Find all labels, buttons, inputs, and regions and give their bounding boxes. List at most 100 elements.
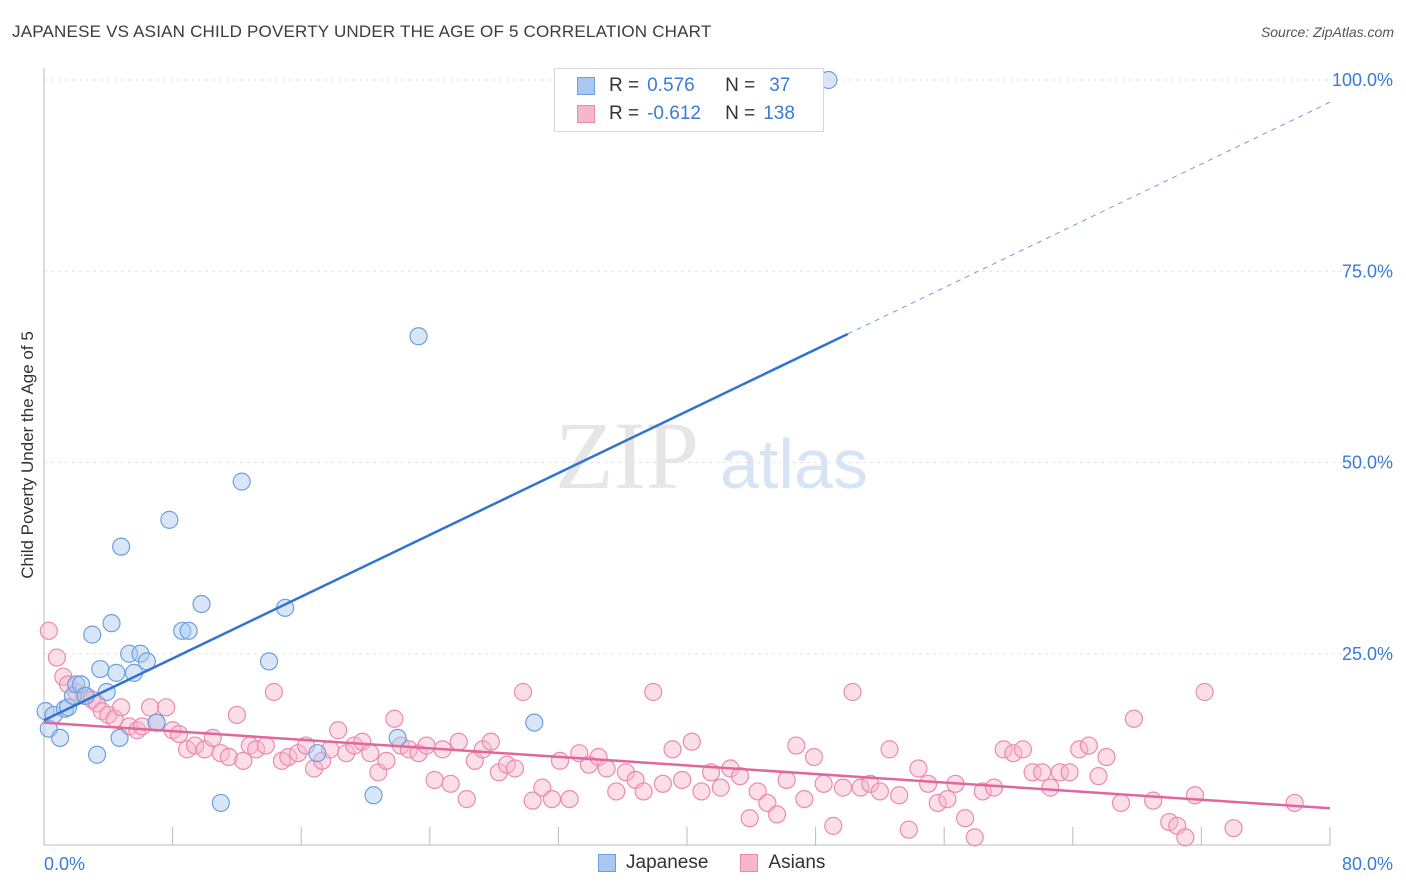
asians-point <box>692 782 711 801</box>
asians-point <box>481 732 500 751</box>
asians-point <box>1224 819 1243 838</box>
asians-point <box>851 778 870 797</box>
y-tick-label: 75.0% <box>1342 261 1393 281</box>
japanese-trend-line <box>43 332 849 722</box>
asians-point <box>523 791 542 810</box>
y-axis-title: Child Poverty Under the Age of 5 <box>18 331 37 579</box>
asians-point <box>795 789 814 809</box>
asians-point <box>938 789 957 809</box>
japanese-points <box>36 70 838 813</box>
bottom-legend-asians-label: Asians <box>768 852 826 873</box>
asians-point <box>169 724 189 744</box>
asians-point <box>965 828 984 847</box>
japanese-point <box>102 614 121 633</box>
asians-point <box>833 778 853 797</box>
asians-point <box>870 782 890 801</box>
asians-points <box>39 621 1304 847</box>
asians-point <box>417 736 436 755</box>
chart-title: JAPANESE VS ASIAN CHILD POVERTY UNDER TH… <box>12 22 712 41</box>
y-tick-labels: 25.0% 50.0% 75.0% 100.0% <box>1332 70 1393 664</box>
asians-point <box>1111 793 1131 813</box>
asians-point <box>425 770 444 790</box>
japanese-point <box>232 472 251 491</box>
asians-point <box>361 744 380 763</box>
asians-point <box>1079 736 1098 755</box>
asians-point <box>560 789 579 809</box>
asians-point <box>1124 709 1143 728</box>
asians-point <box>644 682 663 702</box>
japanese-point <box>87 745 107 764</box>
japanese-point <box>71 675 91 694</box>
asians-point <box>377 751 396 770</box>
legend-r-value-asians: -0.612 <box>647 103 701 124</box>
japanese-point <box>364 786 383 805</box>
asians-point <box>157 698 176 717</box>
asians-point <box>47 648 66 667</box>
asians-point <box>740 809 759 828</box>
asians-point <box>1070 740 1089 759</box>
asians-point <box>634 782 653 801</box>
japanese-point <box>91 659 110 679</box>
asians-point <box>1004 744 1023 763</box>
japanese-point <box>173 621 192 640</box>
grid-lines <box>44 79 1393 655</box>
asians-point <box>1089 767 1108 786</box>
asians-point <box>256 736 275 755</box>
asians-point <box>329 721 348 740</box>
legend-r-value-japanese: 0.576 <box>647 75 695 96</box>
asians-point <box>824 816 843 835</box>
legend-row-japanese: R = 0.576 N = 37 <box>577 73 790 99</box>
asians-point <box>730 767 750 786</box>
japanese-point <box>211 793 230 813</box>
asians-point <box>1060 763 1079 782</box>
x-tick-label-max: 80.0% <box>1342 854 1393 874</box>
watermark-zip: ZIP <box>555 402 699 509</box>
asians-point <box>385 709 404 728</box>
asians-point <box>247 740 266 759</box>
asians-point <box>449 732 468 751</box>
asians-point <box>909 759 928 778</box>
asians-point <box>814 774 833 793</box>
asians-point <box>457 789 476 809</box>
legend-r-label: R = <box>609 103 640 124</box>
japanese-point <box>112 537 131 556</box>
asians-point <box>264 682 283 702</box>
asians-point <box>616 763 636 782</box>
bottom-legend-japanese-label: Japanese <box>626 852 709 873</box>
legend-n-label: N = <box>725 103 756 124</box>
bottom-legend-asians: Asians <box>740 852 825 874</box>
asians-point <box>653 774 672 793</box>
legend-box: R = 0.576 N = 37 R = -0.612 N = 138 <box>554 68 824 132</box>
asians-point <box>861 774 880 793</box>
japanese-point <box>308 744 327 763</box>
asians-point <box>843 682 862 702</box>
bottom-legend: Japanese Asians <box>598 852 857 874</box>
legend-row-asians: R = -0.612 N = 138 <box>577 101 795 127</box>
asians-point <box>973 782 992 801</box>
asians-trend-line <box>43 721 1331 810</box>
asians-point <box>203 728 222 748</box>
source-label: Source: ZipAtlas.com <box>1260 24 1394 40</box>
y-tick-label: 100.0% <box>1332 70 1393 90</box>
asians-swatch <box>740 854 759 872</box>
asians-point <box>682 732 701 751</box>
asians-point <box>777 770 796 790</box>
asians-point <box>899 820 918 839</box>
asians-swatch <box>577 105 595 123</box>
asians-point <box>1185 786 1205 805</box>
asians-point <box>1144 791 1163 810</box>
asians-point <box>1033 763 1052 782</box>
asians-point <box>1013 740 1033 759</box>
legend-r-label: R = <box>609 75 640 96</box>
asians-point <box>994 740 1013 759</box>
japanese-point <box>525 713 544 732</box>
asians-point <box>890 786 909 805</box>
japanese-point <box>50 728 70 748</box>
asians-point <box>1285 793 1304 813</box>
asians-point <box>1023 763 1042 782</box>
japanese-point <box>192 594 211 614</box>
bottom-legend-japanese: Japanese <box>598 852 708 874</box>
asians-point <box>984 778 1004 797</box>
asians-point <box>919 774 938 793</box>
